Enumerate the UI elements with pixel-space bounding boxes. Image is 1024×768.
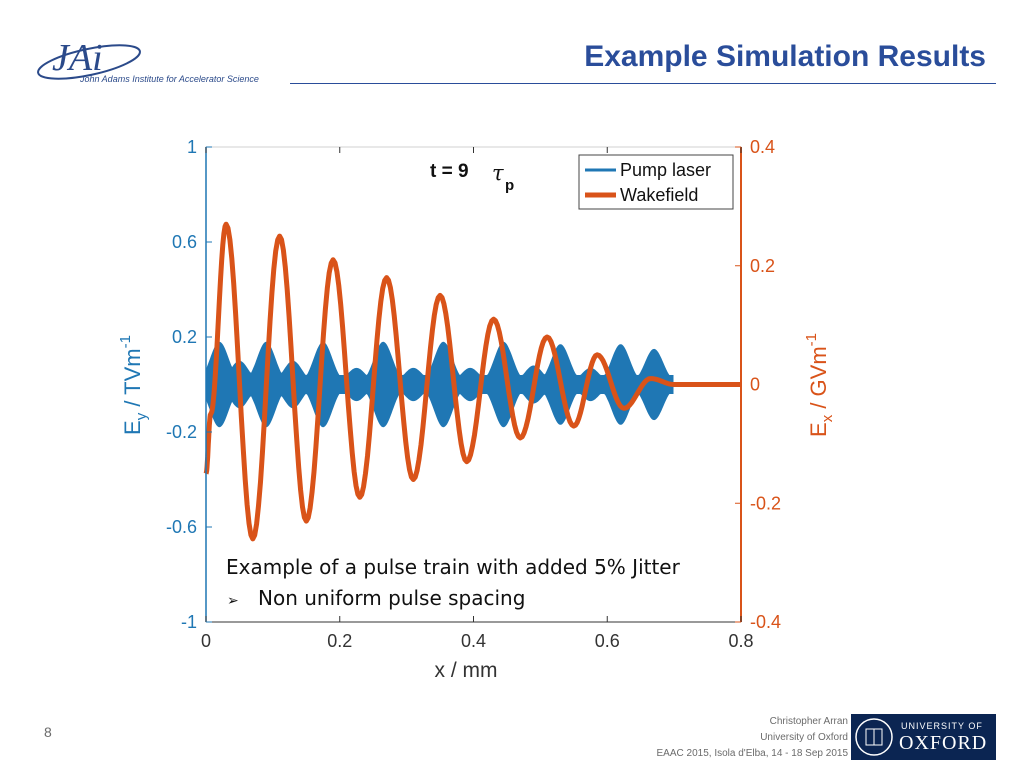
footer-author: Christopher Arran [769,716,848,727]
x-tick-label: 0.2 [327,631,352,651]
left-y-tick-label: 0.2 [172,327,197,347]
note-bullet: ➢ [227,593,239,609]
jai-logo-mark: JAi [37,37,141,80]
x-axis-label: x / mm [435,659,498,682]
right-y-tick-label: 0 [750,375,760,395]
legend-box [578,154,734,210]
logo-subtitle: John Adams Institute for Accelerator Sci… [80,74,259,84]
page-number: 8 [44,724,52,740]
logo-text: JAi [52,37,103,79]
right-axis-label-text: Ex / GVm-1 [803,333,836,437]
x-tick-label: 0.8 [728,631,753,651]
footer-event: EAAC 2015, Isola d'Elba, 14 - 18 Sep 201… [656,748,848,759]
x-tick-label: 0 [201,631,211,651]
left-axis-label-text: Ey / TVm-1 [117,335,150,435]
note-box [220,549,716,615]
oxford-university-of: UNIVERSITY OF [901,721,983,731]
footer-affiliation: University of Oxford [760,732,848,743]
left-axis-label: Ey / TVm-1 [117,335,150,435]
footer-credits: Christopher Arran University of Oxford E… [657,714,848,762]
x-tick-label: 0.6 [595,631,620,651]
left-y-tick-label: 0.6 [172,232,197,252]
right-y-tick-label: -0.2 [750,493,781,513]
note-line-1: Example of a pulse train with added 5% J… [226,555,681,579]
oxford-name: OXFORD [899,732,988,754]
oxford-crest-icon [855,718,893,756]
chart-legend: Pump laser Wakefield [578,154,734,210]
right-y-tick-label: 0.4 [750,137,775,157]
jai-logo: JAi John Adams Institute for Accelerator… [34,30,294,92]
left-y-tick-label: -0.2 [166,422,197,442]
axis-ticks: 0 0.2 0.4 0.6 0.8 -1 -0.6 -0.2 0.2 0.6 1 -0.4 -0.2 0 0… [166,137,781,651]
left-y-tick-label: -1 [181,612,197,632]
right-y-tick-label: -0.4 [750,612,781,632]
tau-symbol: τ [492,161,504,185]
right-y-tick-label: 0.2 [750,256,775,276]
slide-title: Example Simulation Results [584,40,986,73]
legend-pump-label: Pump laser [620,160,711,180]
note-line-2: Non uniform pulse spacing [258,586,525,610]
left-y-tick-label: -0.6 [166,517,197,537]
wakefield-series-line [203,221,741,542]
tau-subscript: p [505,177,514,194]
title-divider [290,83,996,84]
right-axis-label: Ex / GVm-1 [803,333,836,437]
x-tick-label: 0.4 [461,631,486,651]
oxford-logo: UNIVERSITY OF OXFORD [851,714,996,760]
legend-wake-label: Wakefield [620,185,698,205]
left-y-tick-label: 1 [187,137,197,157]
time-annotation: t = 9 [430,161,469,182]
